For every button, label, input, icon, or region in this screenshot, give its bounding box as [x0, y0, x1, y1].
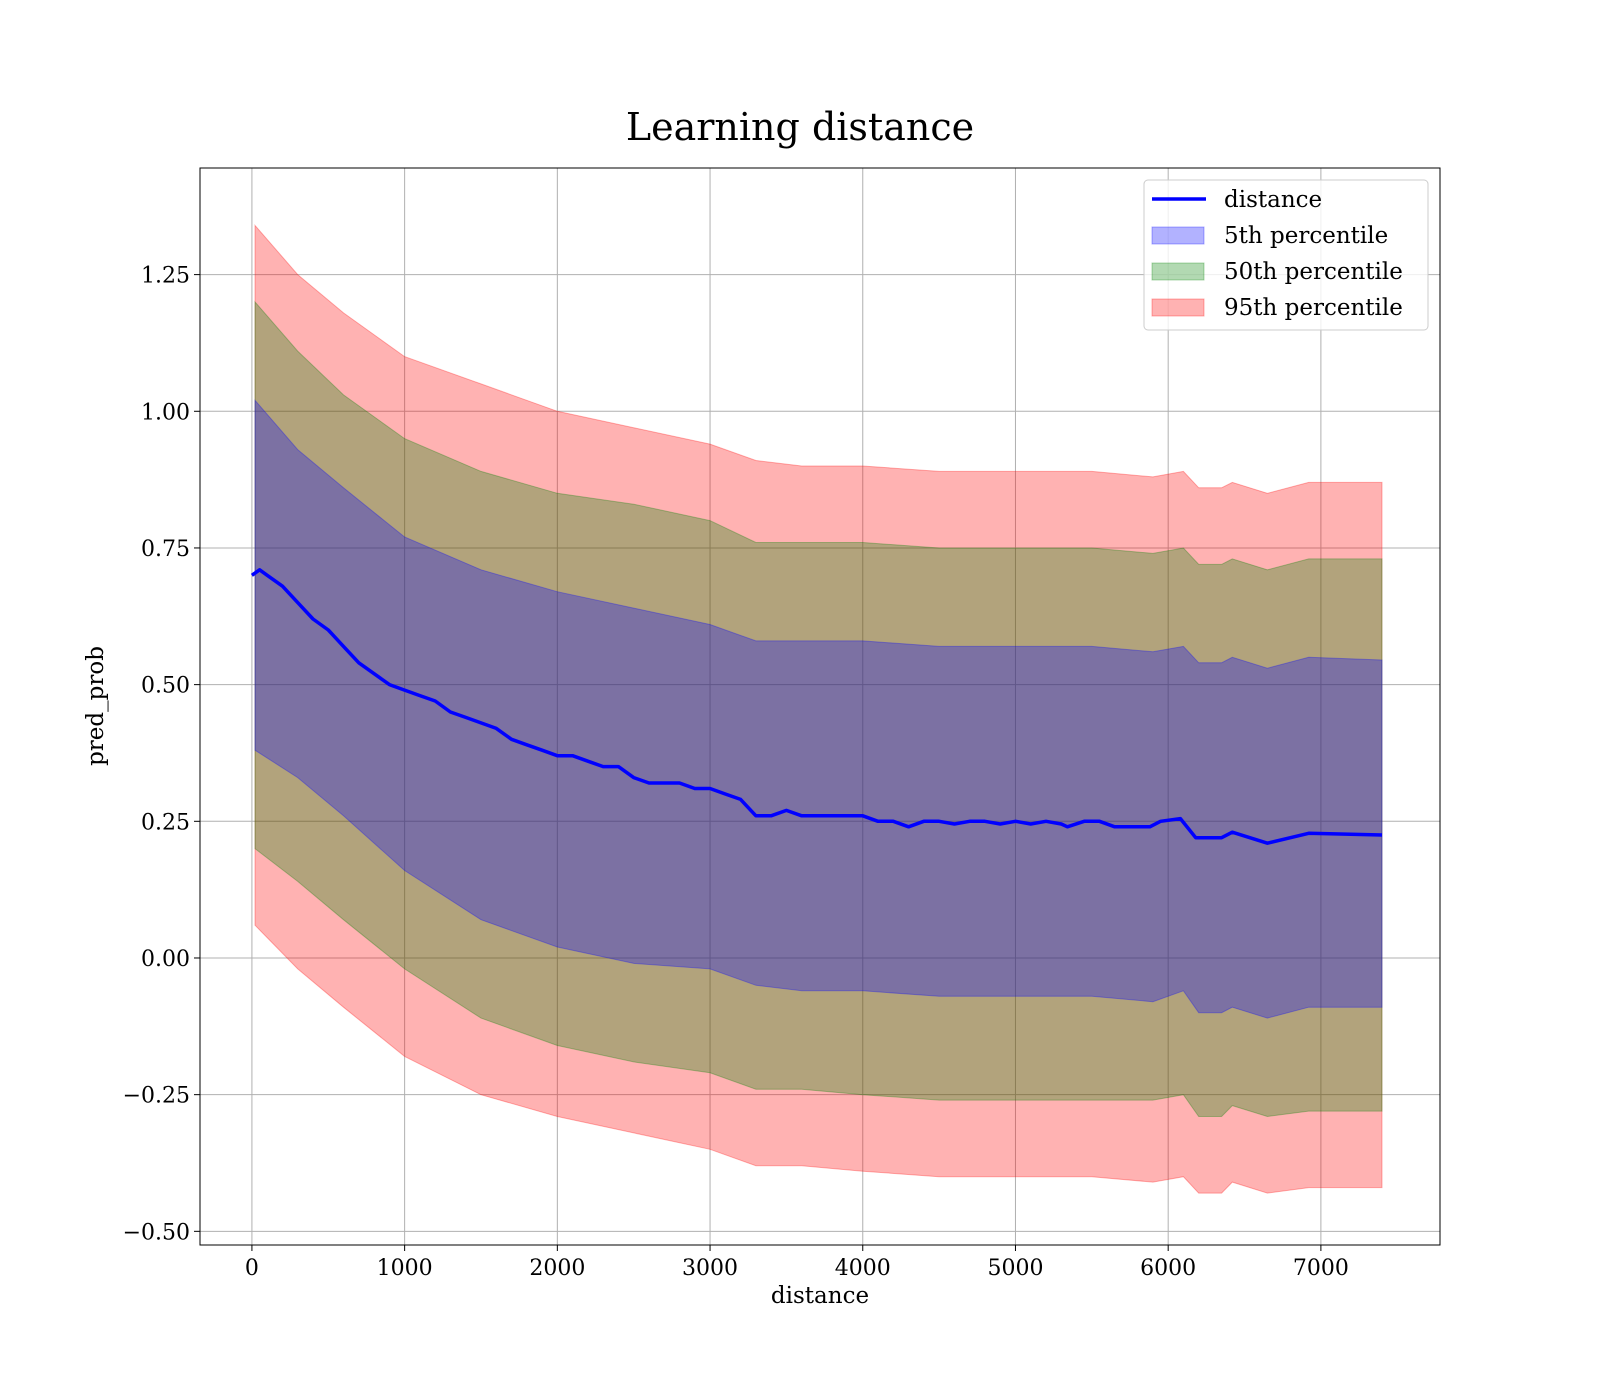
x-tick-label: 7000 — [1293, 1256, 1349, 1281]
legend-swatch-95th-percentile — [1151, 298, 1205, 317]
legend-label-5th-percentile: 5th percentile — [1224, 223, 1388, 249]
tick-layer: 0 1000 2000 3000 4000 5000 6000 7000 −0.50 −0.25 0… — [123, 264, 1349, 1281]
y-tick-label: 1.00 — [141, 400, 190, 425]
legend-swatch-5th-percentile — [1151, 226, 1205, 245]
legend: distance 5th percentile 50th percentile … — [1143, 179, 1429, 331]
y-tick-label: −0.50 — [123, 1220, 190, 1245]
axes-frame — [199, 167, 1441, 1246]
legend-frame — [1143, 179, 1429, 331]
x-tick-label: 2000 — [529, 1256, 585, 1281]
x-tick-label: 1000 — [377, 1256, 433, 1281]
y-tick-label: 0.00 — [141, 947, 190, 972]
legend-swatch-50th-percentile — [1151, 262, 1205, 281]
x-tick-label: 5000 — [987, 1256, 1043, 1281]
band-layer — [254, 224, 1383, 1194]
y-axis-label: pred_prob — [83, 646, 109, 766]
5th-percentile-band — [254, 398, 1383, 1019]
distance-line — [250, 568, 1383, 845]
95th-percentile-band — [254, 224, 1383, 1194]
y-tick-label: 0.25 — [141, 810, 190, 835]
legend-label-95th-percentile: 95th percentile — [1224, 295, 1403, 321]
y-tick-label: 0.75 — [141, 537, 190, 562]
x-axis-label: distance — [771, 1283, 869, 1309]
x-tick-label: 0 — [245, 1256, 259, 1281]
line-layer — [250, 568, 1383, 845]
chart-title: Learning distance — [626, 105, 974, 149]
50th-percentile-band — [254, 300, 1383, 1118]
x-tick-label: 6000 — [1140, 1256, 1196, 1281]
legend-label-distance: distance — [1224, 187, 1322, 213]
x-tick-label: 4000 — [835, 1256, 891, 1281]
x-tick-label: 3000 — [682, 1256, 738, 1281]
legend-label-50th-percentile: 50th percentile — [1224, 259, 1403, 285]
y-tick-label: 0.50 — [141, 674, 190, 699]
grid-layer — [200, 168, 1440, 1245]
y-tick-label: 1.25 — [141, 264, 190, 289]
y-tick-label: −0.25 — [123, 1084, 190, 1109]
